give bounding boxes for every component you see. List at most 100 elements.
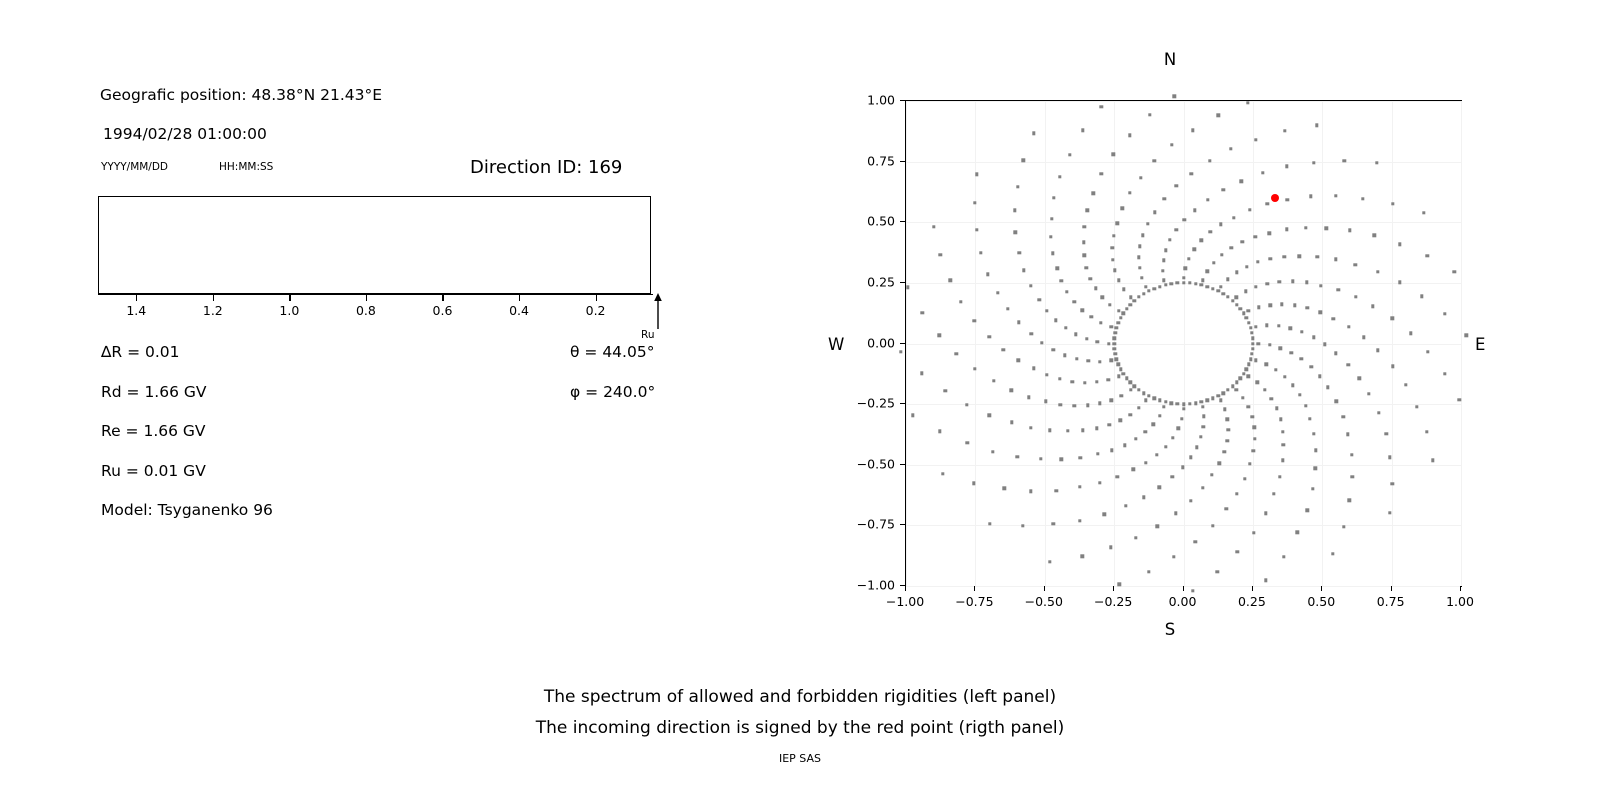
direction-dot — [1390, 482, 1395, 486]
direction-dot — [1124, 503, 1128, 508]
direction-dot — [1202, 414, 1206, 419]
angle-parameter-item: θ = 44.05° — [570, 343, 655, 361]
direction-dot — [1116, 278, 1121, 282]
direction-dot — [1257, 305, 1261, 309]
direction-dot — [1319, 283, 1323, 288]
direction-dot — [1106, 378, 1110, 382]
x-axis-tick — [1043, 586, 1045, 591]
direction-dot — [1093, 286, 1098, 291]
footer-credit: IEP SAS — [778, 752, 822, 765]
direction-dot — [920, 371, 924, 375]
direction-dot — [1464, 333, 1469, 338]
direction-dot — [1230, 298, 1235, 303]
direction-dot — [1176, 426, 1180, 430]
direction-dot — [1086, 359, 1091, 363]
direction-dot — [1109, 545, 1113, 549]
direction-dot — [1282, 554, 1286, 559]
direction-dot — [1140, 275, 1144, 280]
direction-dot — [1044, 399, 1048, 404]
direction-dot — [1099, 105, 1104, 109]
direction-dot — [1016, 185, 1020, 189]
direction-dot — [1334, 399, 1339, 403]
direction-dot — [1457, 398, 1461, 402]
direction-dot — [1280, 302, 1284, 307]
direction-dot — [1001, 348, 1005, 352]
direction-dot — [992, 379, 996, 383]
direction-dot — [1255, 380, 1259, 385]
direction-dot — [1244, 367, 1249, 371]
direction-dot — [972, 481, 976, 486]
direction-dot — [1162, 197, 1166, 201]
direction-dot — [1425, 350, 1430, 354]
direction-dot — [1232, 215, 1236, 220]
y-axis-tick — [900, 463, 905, 465]
direction-dot — [1201, 486, 1205, 490]
direction-dot — [1112, 347, 1117, 351]
direction-dot — [1039, 456, 1043, 461]
parameter-item: Model: Tsyganenko 96 — [101, 501, 273, 519]
x-axis-tick-label: −0.50 — [1024, 594, 1063, 609]
direction-dot — [1265, 323, 1269, 328]
direction-dot — [1422, 211, 1426, 215]
direction-dot — [1246, 100, 1250, 105]
direction-dot — [1265, 281, 1269, 286]
direction-dot — [1219, 285, 1223, 289]
direction-dot — [1289, 351, 1293, 355]
direction-dot — [1138, 244, 1142, 249]
direction-dot — [1063, 326, 1068, 330]
spectrum-x-tick — [365, 295, 368, 301]
selected-direction-marker — [1271, 194, 1280, 202]
direction-dot — [1142, 292, 1146, 296]
direction-dot — [1080, 308, 1084, 312]
direction-dot — [1275, 406, 1279, 411]
direction-dot — [1162, 405, 1166, 409]
direction-dot — [1341, 415, 1345, 419]
direction-dot — [1085, 403, 1090, 408]
direction-dot — [987, 413, 991, 417]
direction-dot — [1235, 492, 1239, 496]
direction-dot — [1276, 324, 1281, 328]
direction-dot — [1118, 316, 1123, 320]
direction-dot — [1243, 289, 1248, 294]
direction-dot — [1052, 196, 1056, 200]
direction-dot — [1272, 492, 1276, 496]
direction-dot — [1253, 437, 1257, 441]
direction-dot — [1331, 316, 1336, 321]
direction-dot — [1267, 343, 1272, 347]
y-axis-tick — [900, 160, 905, 162]
direction-dot — [1250, 336, 1255, 340]
direction-dot — [1059, 279, 1064, 283]
direction-dot — [1158, 398, 1162, 403]
grid-line-horizontal — [906, 343, 1461, 345]
direction-dot — [1099, 172, 1104, 176]
direction-dot — [1116, 321, 1120, 325]
direction-dot — [1247, 208, 1252, 212]
direction-dot — [1146, 570, 1151, 574]
direction-dot — [1180, 465, 1185, 469]
direction-dot — [1206, 197, 1210, 202]
direction-dot — [1251, 449, 1256, 453]
direction-dot — [1353, 262, 1358, 267]
direction-dot — [1221, 188, 1225, 192]
direction-dot — [1147, 113, 1152, 117]
direction-dot — [1095, 380, 1099, 384]
direction-dot — [1137, 255, 1141, 260]
direction-dot — [1137, 406, 1141, 410]
direction-dot — [1191, 128, 1195, 132]
direction-dot — [1110, 257, 1115, 262]
direction-dot — [1100, 295, 1104, 299]
x-axis-tick — [905, 586, 907, 591]
y-axis-tick-label: −1.00 — [856, 577, 895, 593]
direction-dot — [1390, 316, 1395, 320]
direction-dot — [1121, 372, 1126, 376]
direction-dot — [1085, 208, 1089, 212]
direction-dot — [1089, 315, 1093, 319]
direction-dot — [1028, 284, 1033, 288]
direction-dot — [1283, 375, 1287, 379]
direction-dot — [1241, 311, 1246, 315]
direction-dot — [1172, 555, 1176, 559]
direction-dot — [920, 311, 924, 315]
direction-dot — [1350, 475, 1355, 479]
direction-dot — [1298, 393, 1302, 397]
direction-dot — [1246, 321, 1251, 325]
